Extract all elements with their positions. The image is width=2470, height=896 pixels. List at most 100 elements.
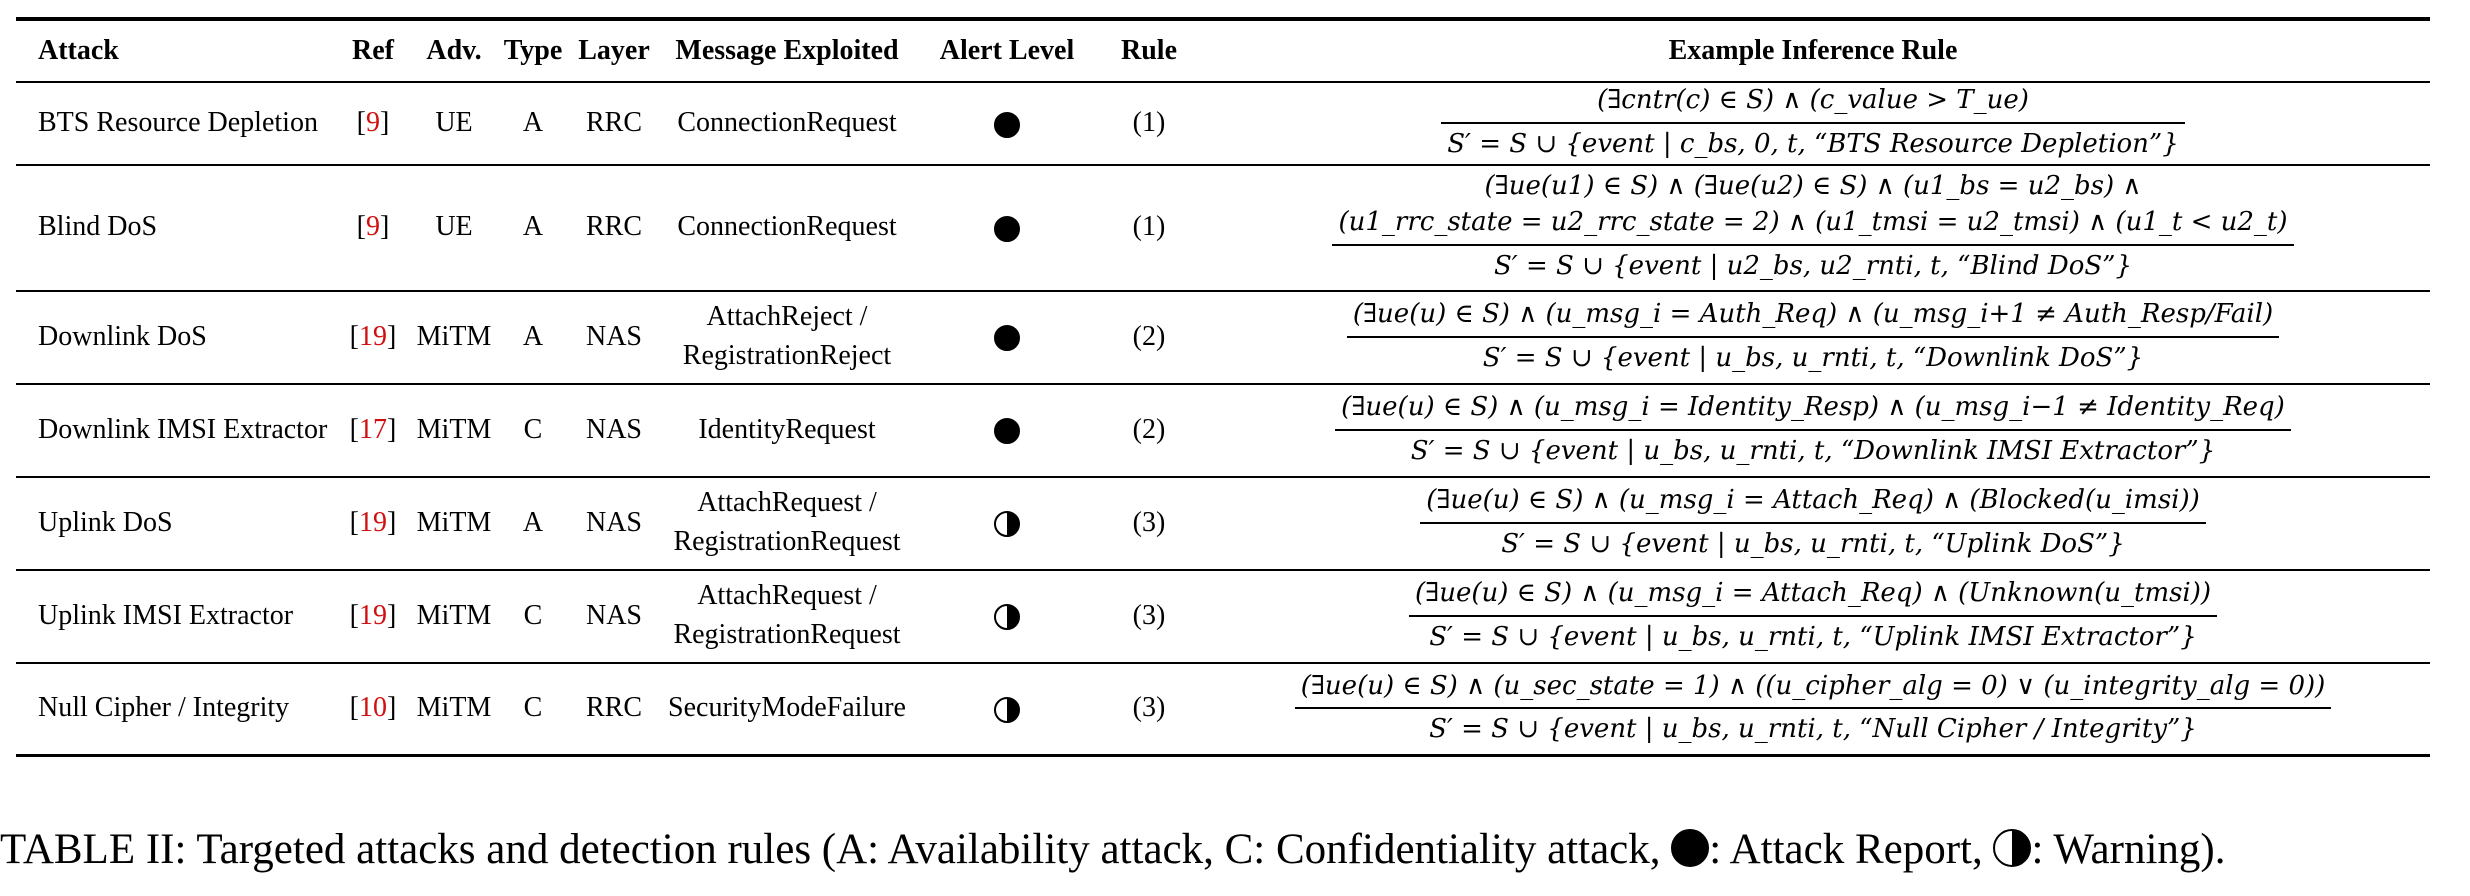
rule-number: (3) [1132, 692, 1166, 724]
attack-type: A [522, 106, 544, 138]
header-alert-level: Alert Level [939, 35, 1075, 66]
reference-link[interactable]: 10 [359, 692, 387, 724]
attack-name: Null Cipher / Integrity [38, 692, 290, 724]
reference-link[interactable]: 9 [366, 211, 380, 243]
rule-number: (3) [1132, 506, 1166, 538]
layer: NAS [585, 413, 642, 445]
premise-line: (∃ue(u) ∈ S) ∧ (u_msg_i = Auth_Req) ∧ (u… [1352, 298, 2274, 329]
reference-link[interactable]: 19 [359, 320, 387, 352]
attack-type: A [522, 211, 544, 243]
header-message-exploited: Message Exploited [675, 35, 899, 66]
filled-circle-icon [994, 111, 1020, 138]
caption-text-1: TABLE II: Targeted attacks and detection… [0, 826, 1672, 873]
layer: RRC [585, 692, 643, 724]
ref-cell: [19] [349, 599, 397, 631]
message-exploited: AttachReject / RegistrationReject [662, 291, 912, 384]
table-header: Attack Ref Adv. Type Layer Message Explo… [16, 19, 2430, 82]
attacks-table: Attack Ref Adv. Type Layer Message Explo… [16, 17, 2430, 757]
attack-type: C [523, 692, 543, 724]
alert-level [912, 570, 1102, 663]
rule-number: (2) [1132, 413, 1166, 445]
rule-number: (1) [1132, 106, 1166, 138]
inference-rule: (∃cntr(c) ∈ S) ∧ (c_value > T_ue) S′ = S … [1196, 82, 2430, 165]
table-row: Uplink IMSI Extractor [19] MiTM C NAS AttachR… [16, 570, 2430, 663]
inference-rule: (∃ue(u) ∈ S) ∧ (u_msg_i = Attach_Req) ∧ … [1196, 477, 2430, 570]
caption-text-3: : Warning). [2031, 826, 2226, 873]
table-row: Downlink IMSI Extractor [17] MiTM C NAS Ident… [16, 384, 2430, 477]
message-line: RegistrationReject [682, 340, 892, 371]
message-line: AttachReject / [706, 301, 868, 333]
message-line: ConnectionRequest [677, 211, 897, 243]
layer: NAS [585, 320, 642, 352]
premise-line: (∃ue(u1) ∈ S) ∧ (∃ue(u2) ∈ S) ∧ (u1_bs =… [1484, 171, 2142, 202]
alert-level [912, 384, 1102, 477]
inference-rule: (∃ue(u) ∈ S) ∧ (u_msg_i = Auth_Req) ∧ (u… [1196, 291, 2430, 384]
inference-fraction: (∃ue(u) ∈ S) ∧ (u_msg_i = Attach_Req) ∧ … [1420, 483, 2206, 563]
inference-rule: (∃ue(u1) ∈ S) ∧ (∃ue(u2) ∈ S) ∧ (u1_bs =… [1196, 165, 2430, 291]
adversary: MiTM [416, 413, 492, 445]
attack-name: BTS Resource Depletion [38, 106, 318, 138]
table-row: Downlink DoS [19] MiTM A NAS AttachReject / Re… [16, 291, 2430, 384]
ref-cell: [9] [356, 106, 390, 138]
header-example-inference-rule: Example Inference Rule [1668, 35, 1958, 66]
half-circle-icon [1993, 829, 2032, 867]
inference-rule: (∃ue(u) ∈ S) ∧ (u_sec_state = 1) ∧ ((u_c… [1196, 663, 2430, 756]
ref-cell: [10] [349, 692, 397, 724]
header-ref: Ref [352, 35, 394, 66]
half-circle-icon [994, 697, 1020, 724]
message-line: AttachRequest / [697, 487, 877, 519]
layer: NAS [585, 599, 642, 631]
table-row: Uplink DoS [19] MiTM A NAS AttachRequest / Reg… [16, 477, 2430, 570]
attack-name: Downlink DoS [38, 320, 207, 352]
alert-level [912, 165, 1102, 291]
header-row: Attack Ref Adv. Type Layer Message Explo… [16, 19, 2430, 82]
table-row: BTS Resource Depletion [9] UE A RRC Connectio… [16, 82, 2430, 165]
adversary: MiTM [416, 320, 492, 352]
adversary: MiTM [416, 599, 492, 631]
message-line: RegistrationRequest [673, 619, 901, 650]
message-exploited: ConnectionRequest [662, 82, 912, 165]
filled-circle-icon [1671, 829, 1710, 867]
header-adv: Adv. [426, 35, 482, 66]
message-exploited: SecurityModeFailure [662, 663, 912, 756]
header-attack: Attack [38, 35, 119, 66]
filled-circle-icon [994, 325, 1020, 352]
half-circle-icon [994, 511, 1020, 538]
header-layer: Layer [578, 35, 650, 66]
adversary: UE [435, 211, 473, 243]
alert-level [912, 663, 1102, 756]
table-row: Blind DoS [9] UE A RRC ConnectionRequest (1) (∃… [16, 165, 2430, 291]
filled-circle-icon [994, 215, 1020, 242]
message-line: AttachRequest / [697, 580, 877, 612]
inference-fraction: (∃ue(u) ∈ S) ∧ (u_sec_state = 1) ∧ ((u_c… [1294, 669, 2332, 749]
rule-premise: (∃ue(u) ∈ S) ∧ (u_sec_state = 1) ∧ ((u_c… [1295, 669, 2332, 708]
message-line: IdentityRequest [698, 413, 876, 445]
attack-type: C [523, 599, 543, 631]
attack-type: C [523, 413, 543, 445]
reference-link[interactable]: 19 [359, 599, 387, 631]
premise-line: (∃ue(u) ∈ S) ∧ (u_msg_i = Identity_Resp)… [1341, 391, 2285, 422]
message-line: RegistrationRequest [673, 526, 901, 557]
message-exploited: ConnectionRequest [662, 165, 912, 291]
ref-cell: [19] [349, 506, 397, 538]
reference-link[interactable]: 19 [359, 506, 387, 538]
attack-name: Downlink IMSI Extractor [38, 413, 328, 445]
rule-conclusion: S′ = S ∪ {event | u2_bs, u2_rnti, t, “Bl… [1332, 244, 2294, 285]
reference-link[interactable]: 9 [366, 106, 380, 138]
message-exploited: IdentityRequest [662, 384, 912, 477]
adversary: UE [435, 106, 473, 138]
layer: NAS [585, 506, 642, 538]
alert-level [912, 477, 1102, 570]
reference-link[interactable]: 17 [359, 413, 387, 445]
rule-conclusion: S′ = S ∪ {event | u_bs, u_rnti, t, “Down… [1335, 428, 2291, 470]
message-line: ConnectionRequest [677, 106, 897, 138]
premise-line: (u1_rrc_state = u2_rrc_state = 2) ∧ (u1_… [1338, 207, 2288, 238]
rule-premise: (∃ue(u1) ∈ S) ∧ (∃ue(u2) ∈ S) ∧ (u1_bs =… [1332, 169, 2293, 244]
alert-level [912, 82, 1102, 165]
message-line: SecurityModeFailure [668, 692, 906, 724]
rule-number: (1) [1132, 211, 1166, 243]
rule-conclusion: S′ = S ∪ {event | u_bs, u_rnti, t, “Upli… [1408, 614, 2218, 656]
rule-conclusion: S′ = S ∪ {event | u_bs, u_rnti, t, “Down… [1346, 335, 2280, 377]
rule-premise: (∃ue(u) ∈ S) ∧ (u_msg_i = Identity_Resp)… [1335, 390, 2291, 429]
attack-name: Blind DoS [38, 211, 158, 243]
